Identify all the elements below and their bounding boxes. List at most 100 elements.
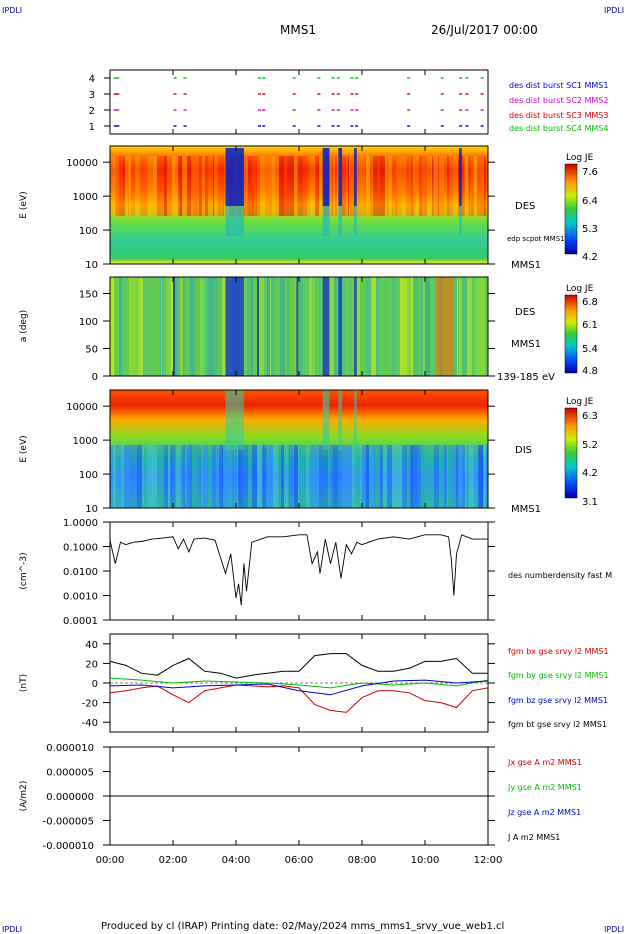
des-energy-cell-126 xyxy=(474,156,477,216)
des-energy-cell-63 xyxy=(294,156,297,216)
des-pitch-cell-5 xyxy=(122,277,123,376)
dis-energy-cell-13 xyxy=(152,445,157,508)
des-pitch-gap-5 xyxy=(296,277,299,376)
des-pitch-cell-18 xyxy=(161,277,162,376)
des-pitch-gap-2 xyxy=(338,277,343,376)
current-ylabel: (A/m2) xyxy=(19,781,29,812)
des-energy-cell-16 xyxy=(153,156,157,216)
des-energy-cell-112 xyxy=(438,156,439,216)
des-energy-cell-94 xyxy=(387,156,388,216)
des-energy-cell-26 xyxy=(187,156,191,216)
dis-energy-cell-72 xyxy=(333,445,338,508)
des-energy-cell-128 xyxy=(481,156,484,216)
des-pitch-cell-53 xyxy=(253,277,254,376)
dis-energy-gap-1 xyxy=(322,390,330,450)
dis-energy-cell-118 xyxy=(482,445,483,508)
dis-energy-cell-1 xyxy=(111,445,113,508)
des-energy-cell-23 xyxy=(178,156,180,216)
dis-energy-cell-14 xyxy=(157,445,162,508)
des-pitch-cell-68 xyxy=(303,277,308,376)
current-ytick-label-4: -0.000010 xyxy=(43,841,94,852)
des-pitch-cell-21 xyxy=(166,277,171,376)
dis-energy-cell-11 xyxy=(144,445,147,508)
dis-energy-cell-98 xyxy=(418,445,421,508)
dis-energy-cell-101 xyxy=(429,445,434,508)
des-pitch-ylabel: a (deg) xyxy=(19,310,29,342)
des-energy-cell-54 xyxy=(265,156,266,216)
des-pitch-cell-16 xyxy=(156,277,160,376)
dis-energy-cell-20 xyxy=(175,445,176,508)
dis-energy-cell-73 xyxy=(338,445,343,508)
des-pitch-cell-119 xyxy=(462,277,464,376)
bfield-ytick-label-3: -20 xyxy=(82,699,98,710)
des-energy-cell-100 xyxy=(406,156,411,216)
dis-energy-ytick-label-2: 1000 xyxy=(73,436,98,447)
dis-energy-cell-35 xyxy=(216,445,219,508)
corner-label-top-left: IPDLI xyxy=(2,6,22,15)
time-label-0: 00:00 xyxy=(96,855,125,866)
des-energy-cell-32 xyxy=(202,156,205,216)
dis-energy-cell-82 xyxy=(366,445,369,508)
des-pitch-label-range: 139-185 eV xyxy=(497,372,555,383)
dis-energy-cell-17 xyxy=(168,445,170,508)
dis-energy-cell-34 xyxy=(212,445,216,508)
dis-energy-cell-114 xyxy=(469,445,474,508)
des-energy-cell-81 xyxy=(349,156,350,216)
des-energy-cbar-title: Log JE xyxy=(566,153,594,163)
des-pitch-cell-26 xyxy=(183,277,184,376)
des-energy-cell-21 xyxy=(172,156,175,216)
des-energy-cell-7 xyxy=(128,156,129,216)
time-label-6: 12:00 xyxy=(474,855,503,866)
des-energy-cell-20 xyxy=(167,156,172,216)
des-pitch-gap-1 xyxy=(322,277,330,376)
des-energy-cbar-tick-0: 7.6 xyxy=(582,167,598,178)
des-pitch-cell-57 xyxy=(264,277,267,376)
bfield-ytick-label-0: 40 xyxy=(85,640,98,651)
des-energy-cell-117 xyxy=(453,156,458,216)
des-pitch-cell-81 xyxy=(349,277,351,376)
des-energy-cell-104 xyxy=(419,156,422,216)
des-energy-cell-107 xyxy=(427,156,431,216)
des-energy-cell-51 xyxy=(255,156,257,216)
dis-energy-cell-5 xyxy=(121,445,124,508)
dis-energy-cell-63 xyxy=(301,445,306,508)
des-energy-cell-106 xyxy=(424,156,427,216)
des-energy-cell-91 xyxy=(377,156,380,216)
panel-des-pitch: a (deg) 0 50 100 150 DES MMS1 139-185 eV Lo… xyxy=(19,276,598,383)
des-pitch-cell-101 xyxy=(413,277,418,376)
des-energy-cell-52 xyxy=(257,156,260,216)
des-energy-gap-low-4 xyxy=(459,206,462,236)
legend-jx: Jx gse A m2 MMS1 xyxy=(507,758,582,767)
des-energy-cell-125 xyxy=(471,156,474,216)
dis-energy-cell-12 xyxy=(147,445,152,508)
dis-energy-cbar-tick-3: 3.1 xyxy=(582,497,598,508)
dis-energy-cell-74 xyxy=(343,445,344,508)
des-pitch-cell-90 xyxy=(378,277,379,376)
des-pitch-cell-29 xyxy=(190,277,194,376)
dis-energy-cell-52 xyxy=(268,445,273,508)
legend-j: J A m2 MMS1 xyxy=(507,833,560,842)
dis-energy-cell-50 xyxy=(266,445,267,508)
des-energy-cell-17 xyxy=(157,156,161,216)
dis-energy-cell-32 xyxy=(203,445,208,508)
des-energy-cell-11 xyxy=(135,156,140,216)
dis-energy-cell-97 xyxy=(413,445,418,508)
des-energy-cell-61 xyxy=(287,156,290,216)
des-energy-cell-74 xyxy=(332,156,333,216)
des-pitch-cell-51 xyxy=(247,277,251,376)
dis-energy-cell-43 xyxy=(243,445,248,508)
des-energy-cbar-tick-1: 6.4 xyxy=(582,196,598,207)
panel-density: 1.0000 0.1000 0.0100 0.0010 0.0001 (cm^-3) d… xyxy=(19,518,612,627)
dis-energy-cell-16 xyxy=(164,445,168,508)
des-energy-cell-22 xyxy=(175,156,178,216)
des-energy-cell-34 xyxy=(208,156,213,216)
dis-energy-cell-106 xyxy=(448,445,453,508)
des-pitch-cell-22 xyxy=(171,277,173,376)
des-energy-cell-69 xyxy=(315,156,317,216)
dis-energy-cell-83 xyxy=(369,445,372,508)
dis-energy-cell-81 xyxy=(364,445,366,508)
panel-current: 0.000010 0.000005 0.000000 -0.000005 -0.0000… xyxy=(19,743,582,852)
des-energy-cell-15 xyxy=(148,156,153,216)
des-energy-cell-53 xyxy=(260,156,265,216)
des-energy-cell-6 xyxy=(125,156,128,216)
